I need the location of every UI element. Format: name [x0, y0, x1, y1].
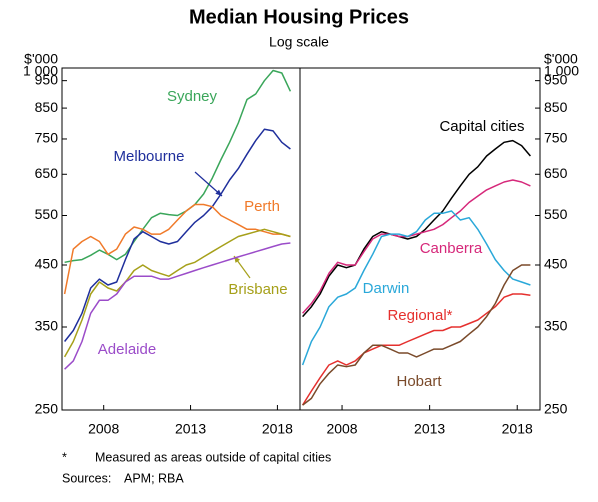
series-line	[302, 264, 531, 406]
y-tick-label: 350	[35, 318, 59, 334]
chart-subtitle: Log scale	[269, 34, 329, 50]
series-line	[302, 179, 531, 314]
sources: APM; RBA	[124, 471, 184, 485]
y-tick-label: 650	[544, 165, 568, 181]
x-tick-label: 2013	[414, 421, 445, 437]
series-line	[63, 228, 291, 358]
y-tick-label: 550	[544, 206, 568, 222]
series-line	[64, 128, 291, 342]
y-tick-label: 350	[544, 318, 568, 334]
y-tick-label: 450	[544, 256, 568, 272]
y-axis-label: $'000	[24, 51, 58, 67]
x-tick-label: 2008	[88, 421, 119, 437]
x-tick-label: 2018	[262, 421, 293, 437]
series-label: Capital cities	[439, 118, 524, 135]
plot-frame	[61, 67, 541, 411]
series-line	[301, 210, 531, 366]
series-label: Hobart	[396, 373, 442, 390]
y-tick-label: 250	[35, 401, 59, 417]
arrow-head	[215, 189, 222, 196]
series-label: Melbourne	[114, 148, 185, 165]
y-tick-label: 850	[35, 99, 59, 115]
series-label: Adelaide	[98, 341, 156, 358]
x-tick-label: 2013	[175, 421, 206, 437]
y-tick-label: 1 000	[23, 63, 58, 79]
sources-label: Sources:	[62, 471, 111, 485]
series-label: Perth	[244, 198, 280, 215]
y-tick-label: 550	[35, 206, 59, 222]
series-label: Canberra	[420, 240, 483, 257]
series-label: Sydney	[167, 88, 218, 105]
y-axis-label: $'000	[544, 51, 578, 67]
series-label: Regional*	[387, 307, 452, 324]
series-label: Brisbane	[228, 281, 287, 298]
footnote-marker: *	[62, 450, 67, 464]
footnote: Measured as areas outside of capital cit…	[95, 450, 331, 464]
y-tick-label: 650	[35, 165, 59, 181]
y-tick-label: 750	[544, 130, 568, 146]
series-line	[64, 69, 292, 264]
series-line	[63, 203, 291, 295]
series-label: Darwin	[363, 280, 410, 297]
x-tick-label: 2008	[326, 421, 357, 437]
y-tick-label: 450	[35, 256, 59, 272]
y-tick-label: 950	[544, 71, 568, 87]
x-tick-label: 2018	[502, 421, 533, 437]
y-tick-label: 950	[35, 71, 59, 87]
chart-title: Median Housing Prices	[189, 6, 409, 28]
series-line	[302, 139, 531, 318]
y-tick-label: 1 000	[544, 63, 579, 79]
y-tick-label: 850	[544, 99, 568, 115]
series-line	[64, 242, 291, 370]
y-tick-label: 750	[35, 130, 59, 146]
y-tick-label: 250	[544, 401, 568, 417]
